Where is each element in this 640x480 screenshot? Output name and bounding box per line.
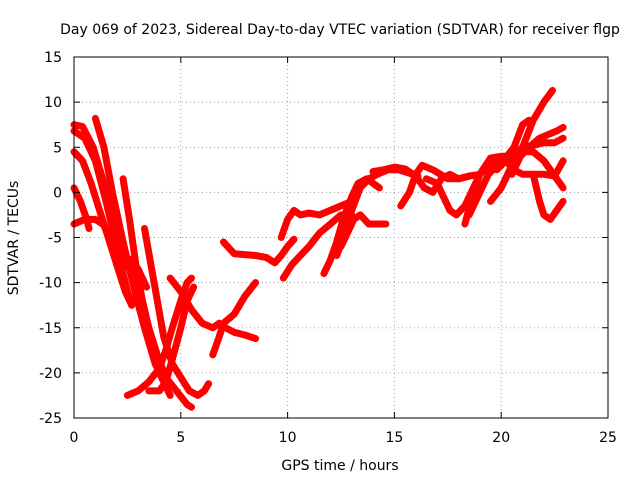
series-line-s20 xyxy=(397,161,484,210)
x-tick-label: 25 xyxy=(599,430,617,446)
series-line-s14 xyxy=(279,211,356,282)
y-tick-label: -15 xyxy=(39,321,62,337)
series-line-s25 xyxy=(493,148,567,192)
series-line-s11 xyxy=(166,274,260,343)
y-tick-label: -10 xyxy=(39,276,62,292)
y-tick-label: -25 xyxy=(39,411,62,427)
y-tick-label: -5 xyxy=(48,231,62,247)
x-tick-label: 5 xyxy=(176,430,185,446)
data-series-group xyxy=(70,86,567,411)
series-line-s26 xyxy=(508,123,567,178)
x-axis-label: GPS time / hours xyxy=(281,458,398,474)
x-tick-label: 0 xyxy=(70,430,79,446)
y-tick-label: 15 xyxy=(44,50,62,66)
y-tick-label: 10 xyxy=(44,95,62,111)
series-line-s6 xyxy=(91,114,174,399)
series-line-s7 xyxy=(119,175,195,411)
x-tick-label: 10 xyxy=(279,430,297,446)
series-line-s16 xyxy=(320,175,383,278)
y-tick-label: -20 xyxy=(39,366,62,382)
axis-ticks: 0 5 10 15 20 25 -25 -20 -15 -10 -5 0 5 10 15 xyxy=(39,50,617,446)
series-line-s9 xyxy=(123,274,195,399)
series-line-s13 xyxy=(220,235,298,267)
y-tick-label: 5 xyxy=(53,140,62,156)
y-tick-label: 0 xyxy=(53,185,62,201)
x-tick-label: 15 xyxy=(385,430,403,446)
y-axis-label: SDTVAR / TECUs xyxy=(6,181,22,296)
series-line-s4 xyxy=(70,184,93,232)
series-line-s12 xyxy=(209,279,260,359)
series-line-s15 xyxy=(277,197,356,241)
chart-title: Day 069 of 2023, Sidereal Day-to-day VTE… xyxy=(60,22,620,38)
series-line-s23 xyxy=(487,86,556,205)
series-line-s8 xyxy=(141,225,213,399)
series-line-s27 xyxy=(529,170,567,223)
x-tick-label: 20 xyxy=(492,430,510,446)
